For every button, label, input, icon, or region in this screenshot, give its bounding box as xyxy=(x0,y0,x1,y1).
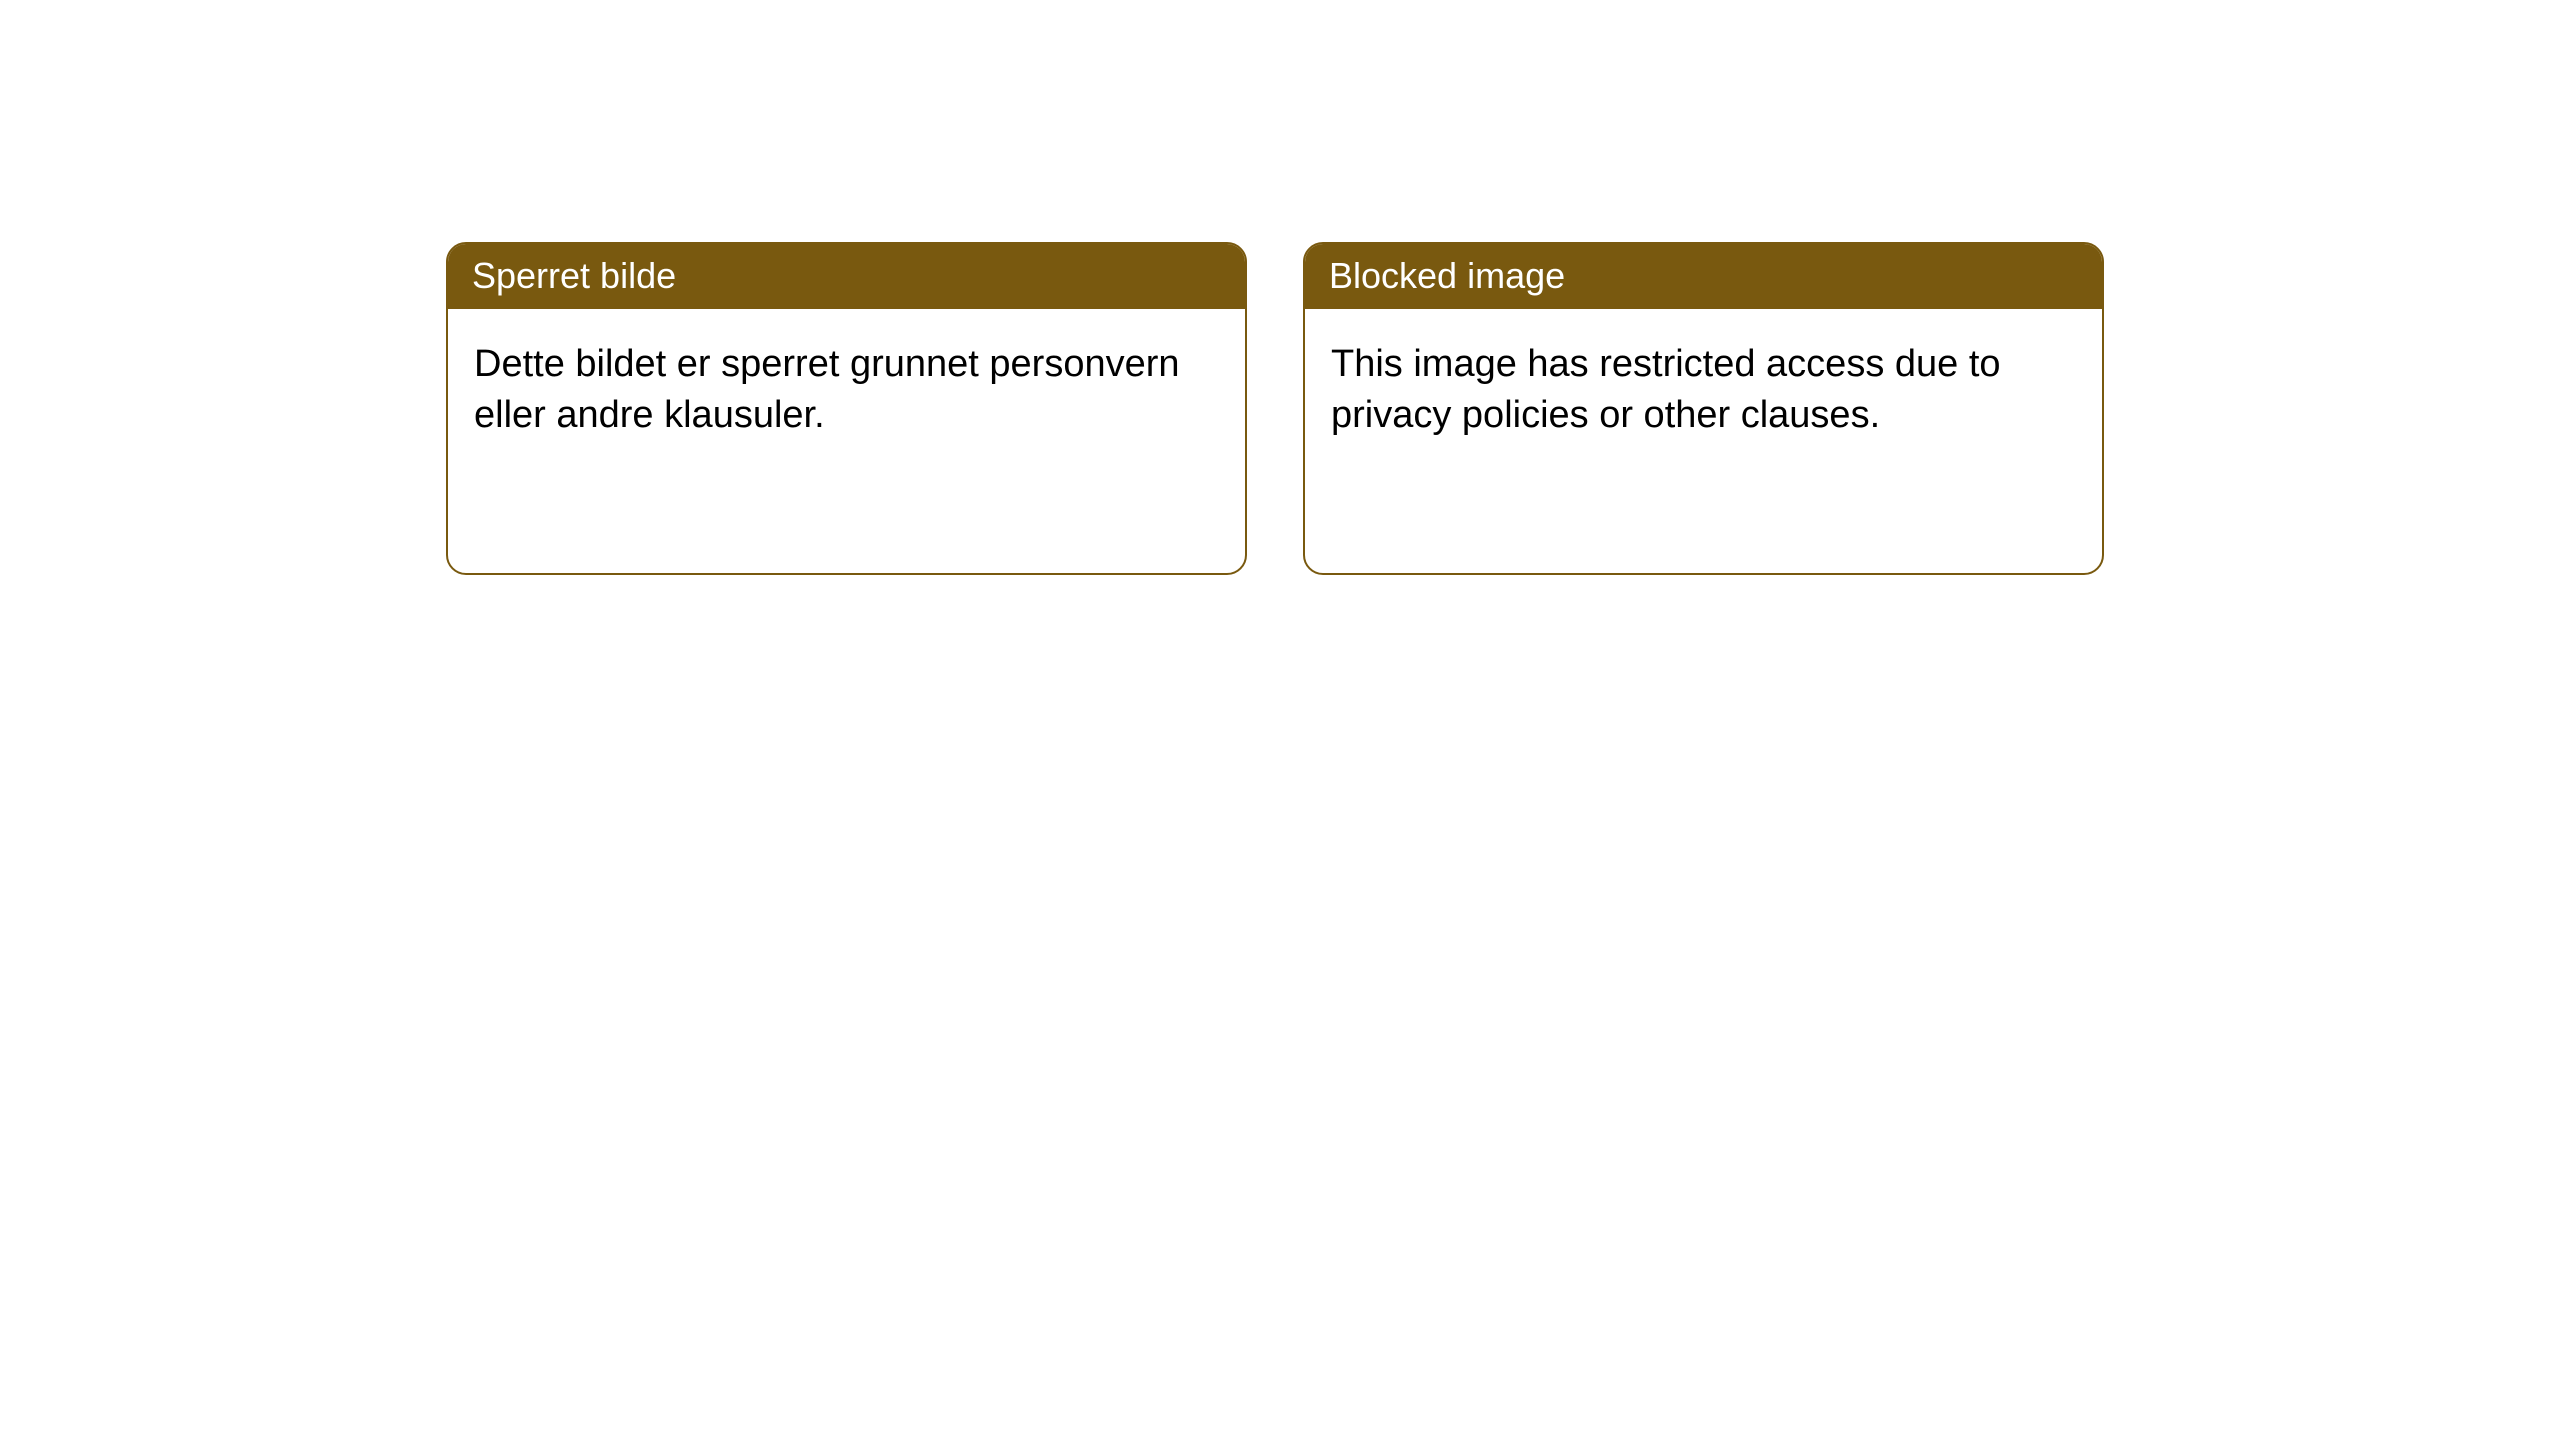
notice-header: Sperret bilde xyxy=(448,244,1245,309)
notice-box-norwegian: Sperret bilde Dette bildet er sperret gr… xyxy=(446,242,1247,575)
notice-header: Blocked image xyxy=(1305,244,2102,309)
notice-container: Sperret bilde Dette bildet er sperret gr… xyxy=(0,0,2560,575)
notice-body: This image has restricted access due to … xyxy=(1305,309,2102,472)
notice-body: Dette bildet er sperret grunnet personve… xyxy=(448,309,1245,472)
notice-box-english: Blocked image This image has restricted … xyxy=(1303,242,2104,575)
